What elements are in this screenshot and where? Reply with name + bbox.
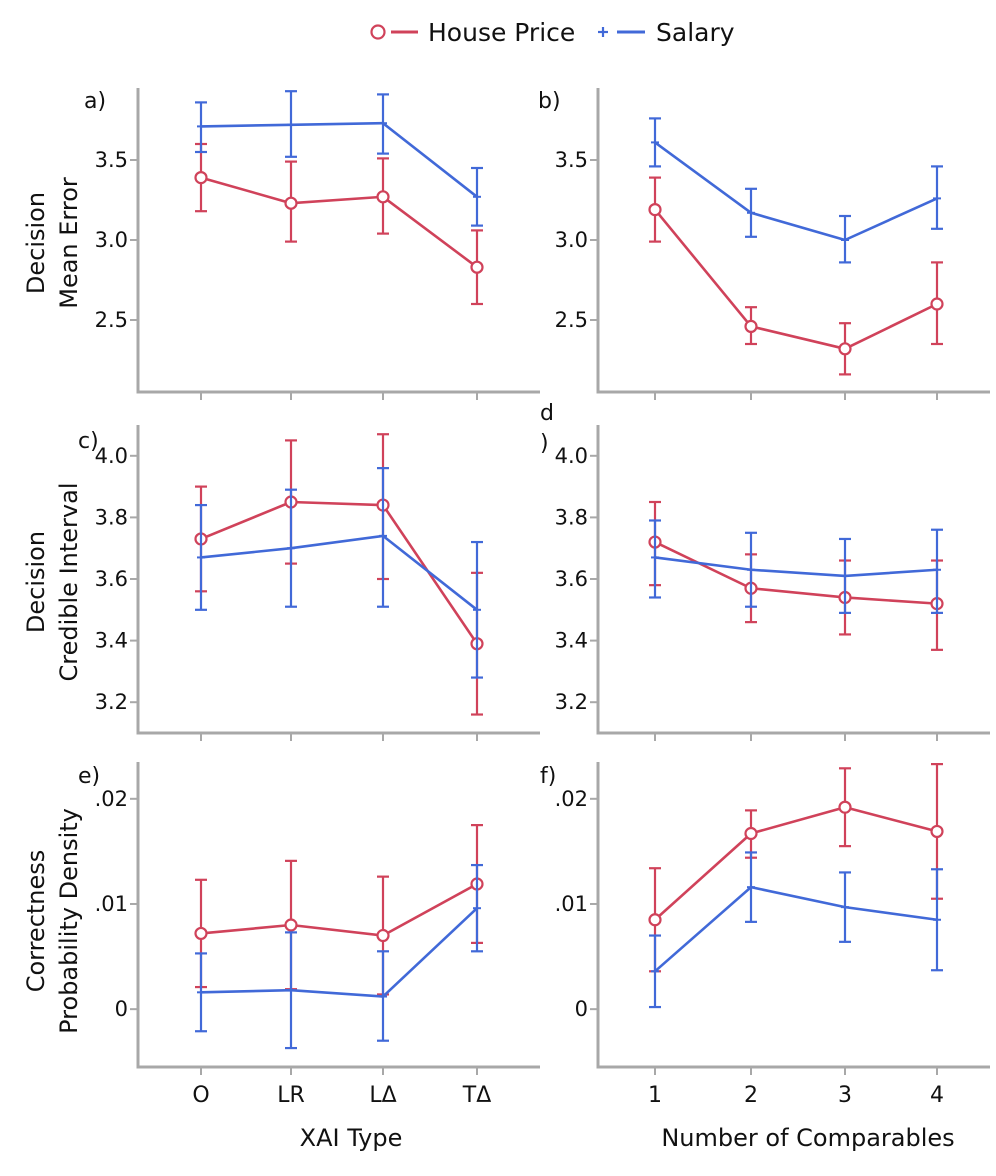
series-line: [200, 176, 478, 269]
salary-series: [195, 467, 483, 679]
x-tick-label: LR: [277, 1083, 305, 1108]
y-tick-label: 3.2: [95, 690, 128, 714]
house-price-series: [194, 142, 484, 306]
y-tick-label: .02: [95, 787, 128, 811]
x-tick-label: TΔ: [462, 1083, 492, 1108]
legend-house-marker: [370, 24, 386, 40]
salary-series: [649, 117, 943, 264]
panel-5: 0 .01 .02 O LR LΔ TΔ e): [78, 762, 540, 1108]
data-point: [930, 297, 944, 311]
series-line: [654, 805, 938, 921]
house-price-series: [648, 763, 944, 973]
data-point: [648, 913, 662, 927]
panel-3: 3.2 3.4 3.6 3.8 4.0c): [78, 425, 540, 741]
panel-label: e): [78, 764, 100, 789]
y-tick-label: 0: [575, 997, 588, 1021]
data-point: [648, 203, 662, 217]
row-label-1-line1: Decision: [22, 192, 50, 294]
data-point: [744, 826, 758, 841]
y-tick-label: 3.0: [555, 228, 588, 252]
legend-salary-label: Salary: [656, 18, 735, 47]
y-tick-label: 2.5: [555, 308, 588, 332]
x-axis-title-left: XAI Type: [300, 1124, 403, 1152]
panel-4: 3.2 3.4 3.6 3.8 4.0d): [540, 401, 990, 741]
x-tick-label: 1: [648, 1083, 662, 1108]
row-label-1-line2: Mean Error: [55, 177, 83, 309]
x-tick-label: LΔ: [369, 1083, 396, 1108]
panel-2: 2.5 3.0 3.5 b): [538, 88, 990, 400]
x-tick-label: O: [192, 1083, 209, 1108]
row-label-2-line1: Decision: [22, 531, 50, 633]
series-line: [200, 534, 478, 611]
x-tick-label: 2: [744, 1083, 758, 1108]
legend-house-label: House Price: [428, 18, 575, 47]
salary-series: [649, 851, 943, 1009]
data-point: [376, 928, 390, 943]
data-point: [470, 260, 484, 274]
panel-label: ): [540, 431, 549, 456]
series-line: [654, 141, 938, 242]
y-tick-label: .01: [95, 892, 128, 916]
x-tick-label: 4: [930, 1083, 944, 1108]
data-point: [838, 800, 852, 814]
y-tick-label: 3.4: [555, 629, 588, 653]
row-label-3: Correctness Probability Density: [22, 808, 83, 1034]
panels: 2.53.03.5a)2.53.03.5b)3.23.43.63.84.0c)3…: [78, 88, 990, 1108]
x-axis-title-right: Number of Comparables: [661, 1124, 954, 1152]
y-tick-label: 3.0: [95, 228, 128, 252]
legend: House Price Salary: [370, 18, 735, 47]
data-point: [930, 824, 944, 839]
row-label-3-line1: Correctness: [22, 850, 50, 993]
series-line: [653, 208, 938, 351]
y-tick-label: 3.6: [555, 567, 588, 591]
panel-label: b): [538, 89, 561, 114]
data-point: [838, 342, 852, 356]
panel-1: 2.5 3.0 3.5 a): [84, 88, 540, 400]
house-price-series: [648, 176, 944, 376]
series-line: [200, 121, 478, 198]
series-line: [200, 500, 479, 645]
series-line: [200, 882, 478, 937]
panel-label: c): [78, 429, 99, 454]
y-tick-label: 4.0: [555, 444, 588, 468]
panel-label: d: [540, 401, 554, 426]
house-price-series: [194, 824, 484, 996]
data-point: [284, 918, 298, 932]
panel-label: f): [540, 764, 556, 789]
series-line: [654, 556, 938, 578]
y-tick-label: 4.0: [95, 444, 128, 468]
x-tick-label: 3: [838, 1083, 852, 1108]
y-tick-label: 2.5: [95, 308, 128, 332]
series-line: [654, 885, 938, 973]
panel-6: 0 .01 .02 1 2 3 4 f): [540, 762, 990, 1108]
series-line: [654, 540, 938, 605]
data-point: [194, 171, 208, 185]
data-point: [284, 196, 298, 210]
series-line: [200, 907, 478, 998]
row-label-2-line2: Credible Interval: [55, 483, 83, 682]
row-label-1: Decision Mean Error: [22, 177, 83, 309]
panel-label: a): [84, 89, 106, 114]
salary-series: [649, 519, 943, 614]
y-tick-label: 3.4: [95, 629, 128, 653]
y-tick-label: 3.5: [555, 148, 588, 172]
y-tick-label: 3.8: [555, 505, 588, 529]
y-tick-label: 3.2: [555, 690, 588, 714]
salary-series: [195, 863, 483, 1050]
row-label-3-line2: Probability Density: [55, 808, 83, 1034]
house-price-series: [648, 500, 944, 651]
row-label-2: Decision Credible Interval: [22, 483, 83, 682]
data-point: [194, 926, 208, 941]
y-tick-label: .02: [555, 787, 588, 811]
data-point: [376, 190, 390, 204]
house-price-series: [194, 433, 484, 716]
salary-series: [195, 90, 483, 227]
y-tick-label: .01: [555, 892, 588, 916]
y-tick-label: 3.6: [95, 567, 128, 591]
data-point: [744, 319, 758, 333]
y-tick-label: 3.5: [95, 148, 128, 172]
y-tick-label: 3.8: [95, 505, 128, 529]
y-tick-label: 0: [115, 997, 128, 1021]
